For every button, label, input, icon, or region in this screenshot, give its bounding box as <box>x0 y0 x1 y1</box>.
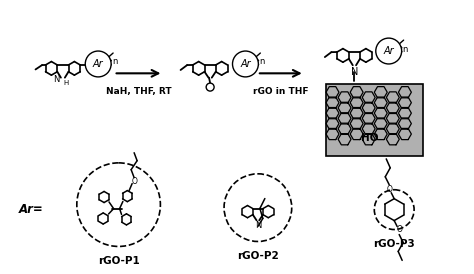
Text: Ar=: Ar= <box>19 203 44 216</box>
Text: N: N <box>351 67 358 77</box>
Text: Ar: Ar <box>383 46 394 56</box>
Text: N: N <box>255 221 261 230</box>
Text: rGO-P1: rGO-P1 <box>98 256 139 266</box>
Circle shape <box>376 38 401 64</box>
Text: rGO-P3: rGO-P3 <box>374 239 415 250</box>
Text: rGO in THF: rGO in THF <box>253 87 309 96</box>
Text: Ar: Ar <box>93 59 103 69</box>
FancyArrowPatch shape <box>260 70 300 77</box>
Text: O: O <box>131 177 137 186</box>
FancyArrowPatch shape <box>117 70 158 77</box>
Circle shape <box>206 83 214 91</box>
Text: n: n <box>112 58 118 67</box>
Text: NaH, THF, RT: NaH, THF, RT <box>106 87 171 96</box>
Text: Ar: Ar <box>240 59 251 69</box>
FancyBboxPatch shape <box>326 84 423 156</box>
Circle shape <box>85 51 111 77</box>
Text: n: n <box>402 45 408 53</box>
Text: O: O <box>386 185 392 194</box>
Text: N: N <box>54 75 60 84</box>
Text: O: O <box>396 225 402 234</box>
Text: n: n <box>259 58 265 67</box>
Circle shape <box>233 51 258 77</box>
Text: H: H <box>63 80 68 86</box>
Text: rGO-P2: rGO-P2 <box>237 252 279 261</box>
Text: HO: HO <box>361 133 378 143</box>
